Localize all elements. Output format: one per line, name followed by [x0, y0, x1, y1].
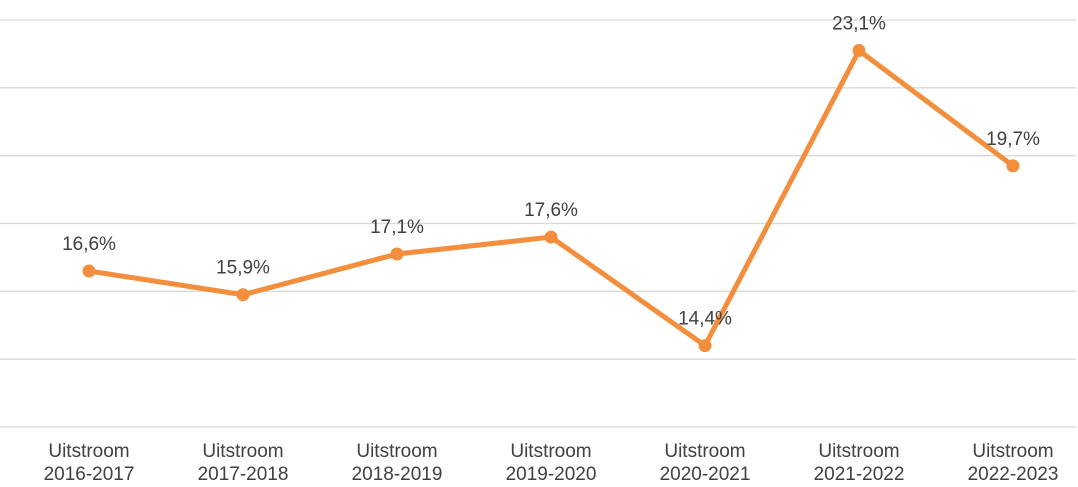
- data-label: 17,6%: [524, 200, 578, 221]
- data-label: 23,1%: [832, 14, 886, 35]
- point: [544, 230, 558, 244]
- x-tick-label: Uitstroom 2016-2017: [43, 441, 135, 485]
- point: [236, 288, 250, 302]
- point: [698, 339, 712, 353]
- point: [1006, 159, 1020, 173]
- data-label: 17,1%: [370, 217, 424, 238]
- point: [852, 44, 866, 58]
- point: [82, 264, 96, 278]
- x-tick-label: Uitstroom 2020-2021: [659, 441, 751, 485]
- data-label: 14,4%: [678, 309, 732, 330]
- point: [390, 247, 404, 261]
- x-tick-label: Uitstroom 2017-2018: [197, 441, 289, 485]
- data-label: 15,9%: [216, 258, 270, 279]
- data-label: 16,6%: [62, 234, 116, 255]
- x-tick-label: Uitstroom 2019-2020: [505, 441, 597, 485]
- data-label: 19,7%: [986, 129, 1040, 150]
- x-tick-label: Uitstroom 2022-2023: [967, 441, 1059, 485]
- series-line: [88, 48, 1015, 349]
- x-tick-label: Uitstroom 2018-2019: [351, 441, 443, 485]
- x-tick-label: Uitstroom 2021-2022: [813, 441, 905, 485]
